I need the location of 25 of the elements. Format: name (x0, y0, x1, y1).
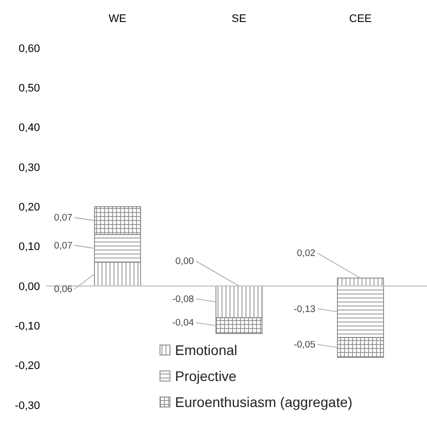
legend-label: Euroenthusiasm (aggregate) (175, 394, 352, 410)
x-tick-label: WE (108, 13, 126, 25)
y-tick-label: 0,40 (18, 122, 40, 134)
y-tick-label: -0,20 (14, 360, 40, 372)
data-label: 0,00 (175, 256, 194, 267)
legend-label: Emotional (175, 342, 238, 358)
y-tick-label: 0,10 (18, 241, 40, 254)
x-tick-label: CEE (349, 13, 372, 25)
data-label: 0,07 (54, 212, 72, 224)
x-tick-label: SE (232, 13, 246, 25)
data-label: -0,13 (294, 304, 316, 315)
data-label: -0,08 (172, 294, 194, 305)
y-tick-label: 0,00 (18, 280, 40, 293)
data-label: -0,04 (172, 318, 194, 329)
data-label: 0,02 (296, 248, 316, 260)
y-tick-label: 0,50 (18, 82, 40, 95)
legend-label: Projective (175, 368, 237, 384)
y-tick-label: 0,20 (18, 202, 40, 214)
y-tick-label: 0,60 (18, 42, 40, 55)
data-label: 0,07 (54, 240, 72, 252)
data-label: 0,06 (54, 284, 72, 296)
y-tick-label: 0,30 (18, 162, 40, 174)
y-tick-label: -0,30 (14, 400, 40, 412)
y-tick-label: -0,10 (14, 320, 40, 333)
data-label: -0,05 (294, 339, 316, 350)
